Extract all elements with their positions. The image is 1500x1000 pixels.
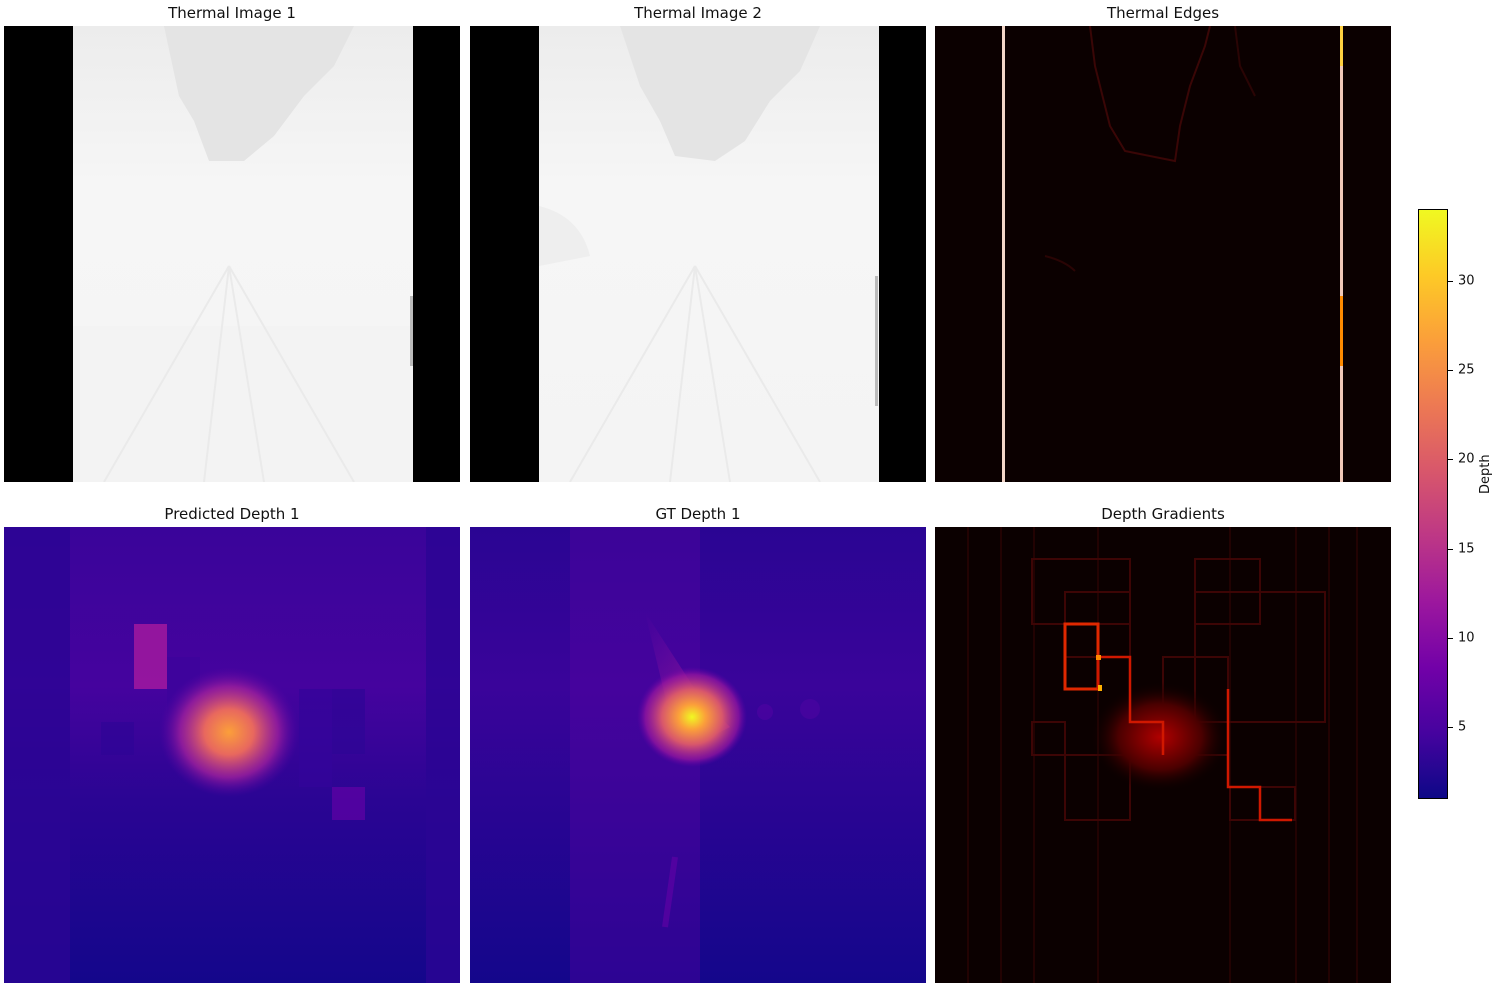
colorbar <box>1418 209 1448 799</box>
colorbar-tick-label: 10 <box>1458 630 1475 646</box>
panel-title-depth-gradients: Depth Gradients <box>1101 505 1225 523</box>
panel-title-thermal-image-1: Thermal Image 1 <box>168 4 296 22</box>
colorbar-tick <box>1448 727 1453 729</box>
colorbar-tick <box>1448 638 1453 640</box>
colorbar-ticks: 5 10 15 20 25 30 <box>1448 209 1488 799</box>
thermal-image-1-panel <box>4 26 460 482</box>
colorbar-tick-label: 15 <box>1458 541 1475 557</box>
colorbar-tick-label: 20 <box>1458 451 1475 467</box>
predicted-depth-1-panel <box>4 527 460 983</box>
gt-depth-1-panel <box>470 527 926 983</box>
colorbar-tick-label: 5 <box>1458 719 1467 735</box>
colorbar-tick-label: 25 <box>1458 362 1475 378</box>
colorbar-tick-label: 30 <box>1458 273 1475 288</box>
colorbar-tick <box>1448 280 1453 282</box>
colorbar-label: Depth <box>1478 454 1493 494</box>
colorbar-tick <box>1448 459 1453 461</box>
panel-title-gt-depth-1: GT Depth 1 <box>655 505 741 523</box>
panel-title-thermal-edges: Thermal Edges <box>1106 4 1220 22</box>
panel-title-predicted-depth-1: Predicted Depth 1 <box>164 505 300 523</box>
thermal-edges-panel <box>935 26 1391 482</box>
depth-gradients-panel <box>935 527 1391 983</box>
colorbar-tick <box>1448 548 1453 550</box>
panel-title-thermal-image-2: Thermal Image 2 <box>634 4 762 22</box>
colorbar-tick <box>1448 369 1453 371</box>
thermal-image-2-panel <box>470 26 926 482</box>
